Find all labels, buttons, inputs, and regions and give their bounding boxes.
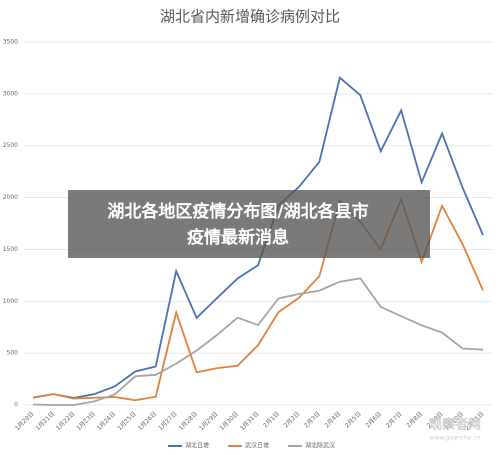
- x-tick-label: 1月26日: [137, 411, 159, 433]
- legend-label: 湖北除武汉: [305, 442, 335, 450]
- watermark: www.guancha.cn: [430, 435, 481, 442]
- x-tick-label: 1月20日: [14, 411, 36, 433]
- x-tick-label: 1月29日: [198, 411, 220, 433]
- x-tick-label: 1月23日: [75, 411, 97, 433]
- y-tick-label: 2500: [3, 142, 18, 149]
- x-tick-label: 1月28日: [178, 411, 200, 433]
- y-tick-label: 0: [14, 402, 18, 409]
- x-tick-label: 2月3日: [303, 411, 322, 430]
- x-tick-label: 2月7日: [385, 411, 404, 430]
- watermark: 观察者网: [429, 418, 481, 433]
- y-tick-label: 500: [7, 350, 19, 357]
- legend-label: 湖北日增: [185, 442, 209, 450]
- y-tick-label: 3000: [3, 90, 18, 97]
- line-series: [32, 76, 484, 399]
- x-tick-label: 2月5日: [344, 411, 363, 430]
- overlay-text: 湖北各地区疫情分布图/湖北各县市: [107, 201, 368, 222]
- y-tick-label: 3500: [3, 39, 18, 46]
- x-tick-label: 1月31日: [239, 411, 261, 433]
- x-tick-label: 2月1日: [262, 411, 281, 430]
- x-tick-label: 1月30日: [218, 411, 240, 433]
- x-tick-label: 1月21日: [34, 411, 56, 433]
- x-tick-label: 2月2日: [283, 411, 302, 430]
- x-tick-label: 1月22日: [55, 411, 77, 433]
- overlay-text: 疫情最新消息: [187, 227, 289, 248]
- line-series: [32, 277, 484, 406]
- x-tick-label: 2月4日: [323, 411, 342, 430]
- x-tick-label: 1月24日: [96, 411, 118, 433]
- y-tick-label: 2000: [3, 194, 18, 201]
- x-tick-label: 2月6日: [364, 411, 383, 430]
- x-tick-label: 1月27日: [157, 411, 179, 433]
- overlay-banner: [68, 190, 430, 258]
- x-tick-label: 1月25日: [116, 411, 138, 433]
- legend-label: 武汉日增: [245, 442, 269, 450]
- x-tick-label: 2月8日: [405, 411, 424, 430]
- y-tick-label: 1500: [3, 246, 18, 253]
- y-tick-label: 1000: [3, 298, 18, 305]
- chart-title: 湖北省内新增确诊病例对比: [160, 8, 340, 26]
